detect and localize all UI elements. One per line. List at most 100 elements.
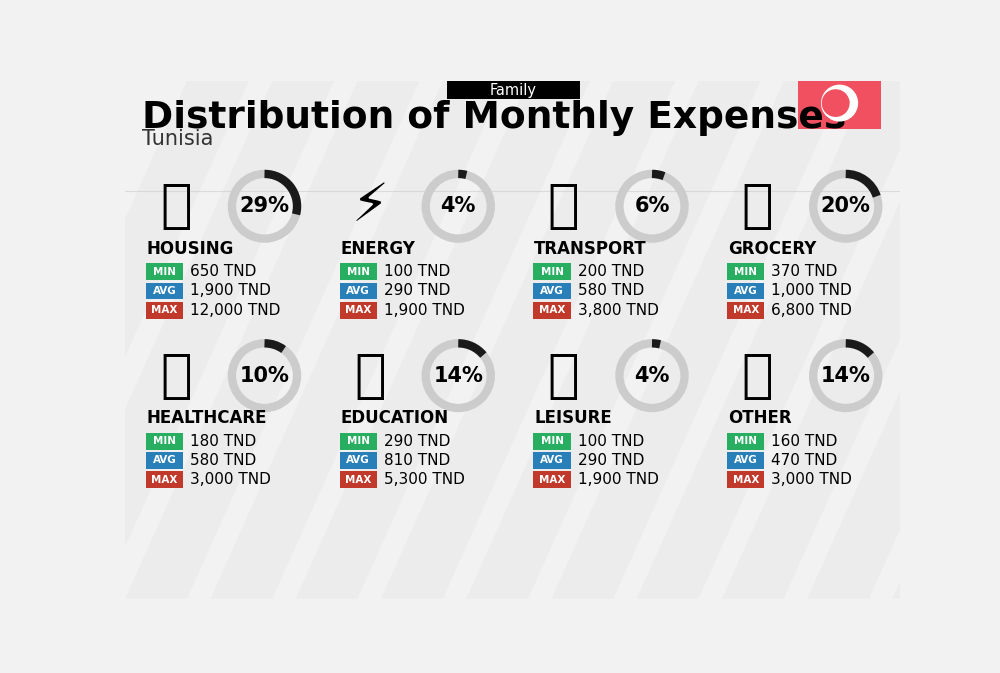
Text: 290 TND: 290 TND <box>578 453 644 468</box>
FancyBboxPatch shape <box>533 452 571 469</box>
Text: AVG: AVG <box>346 286 370 296</box>
FancyBboxPatch shape <box>340 452 377 469</box>
Text: 1,900 TND: 1,900 TND <box>384 303 465 318</box>
FancyBboxPatch shape <box>146 302 183 319</box>
Text: MAX: MAX <box>733 474 759 485</box>
Polygon shape <box>210 81 505 599</box>
FancyBboxPatch shape <box>533 263 571 280</box>
Text: AVG: AVG <box>153 286 176 296</box>
Polygon shape <box>381 81 675 599</box>
Text: 10%: 10% <box>240 365 289 386</box>
Text: 650 TND: 650 TND <box>190 264 256 279</box>
Text: 290 TND: 290 TND <box>384 433 450 449</box>
Text: MIN: MIN <box>153 267 176 277</box>
FancyBboxPatch shape <box>146 452 183 469</box>
Text: AVG: AVG <box>734 456 758 465</box>
FancyBboxPatch shape <box>727 433 764 450</box>
FancyBboxPatch shape <box>340 302 377 319</box>
FancyBboxPatch shape <box>447 81 580 99</box>
Text: MAX: MAX <box>345 474 371 485</box>
Text: 180 TND: 180 TND <box>190 433 256 449</box>
Text: 1,900 TND: 1,900 TND <box>578 472 658 487</box>
Text: ★: ★ <box>839 97 851 110</box>
Text: MIN: MIN <box>734 267 757 277</box>
Text: 12,000 TND: 12,000 TND <box>190 303 280 318</box>
FancyBboxPatch shape <box>727 452 764 469</box>
Polygon shape <box>978 81 1000 599</box>
Polygon shape <box>637 81 931 599</box>
Text: HOUSING: HOUSING <box>147 240 234 258</box>
Text: TRANSPORT: TRANSPORT <box>534 240 647 258</box>
Text: AVG: AVG <box>734 286 758 296</box>
FancyBboxPatch shape <box>533 302 571 319</box>
Text: 14%: 14% <box>821 365 871 386</box>
FancyBboxPatch shape <box>340 433 377 450</box>
Polygon shape <box>892 81 1000 599</box>
Polygon shape <box>466 81 761 599</box>
Text: 3,000 TND: 3,000 TND <box>190 472 271 487</box>
Text: 100 TND: 100 TND <box>578 433 644 449</box>
Text: 20%: 20% <box>821 197 871 216</box>
FancyBboxPatch shape <box>146 263 183 280</box>
Text: LEISURE: LEISURE <box>534 409 612 427</box>
Polygon shape <box>125 81 420 599</box>
Polygon shape <box>40 81 334 599</box>
FancyBboxPatch shape <box>727 471 764 488</box>
Text: 1,000 TND: 1,000 TND <box>771 283 852 298</box>
Text: 6,800 TND: 6,800 TND <box>771 303 852 318</box>
Text: EDUCATION: EDUCATION <box>340 409 449 427</box>
Text: 1,900 TND: 1,900 TND <box>190 283 271 298</box>
Text: 580 TND: 580 TND <box>578 283 644 298</box>
FancyBboxPatch shape <box>727 302 764 319</box>
FancyBboxPatch shape <box>798 77 881 129</box>
Text: HEALTHCARE: HEALTHCARE <box>147 409 267 427</box>
FancyBboxPatch shape <box>533 433 571 450</box>
Text: MIN: MIN <box>541 436 564 446</box>
Text: 370 TND: 370 TND <box>771 264 838 279</box>
Text: ENERGY: ENERGY <box>340 240 415 258</box>
Text: 4%: 4% <box>634 365 670 386</box>
Text: Tunisia: Tunisia <box>142 129 213 149</box>
Text: MAX: MAX <box>539 306 565 315</box>
Polygon shape <box>0 81 249 599</box>
Text: 14%: 14% <box>433 365 483 386</box>
FancyBboxPatch shape <box>340 263 377 280</box>
FancyBboxPatch shape <box>340 283 377 299</box>
Polygon shape <box>722 81 1000 599</box>
Text: 🚌: 🚌 <box>548 180 579 232</box>
Text: 200 TND: 200 TND <box>578 264 644 279</box>
Text: MIN: MIN <box>153 436 176 446</box>
Text: MAX: MAX <box>539 474 565 485</box>
Text: Distribution of Monthly Expenses: Distribution of Monthly Expenses <box>142 100 846 136</box>
Polygon shape <box>296 81 590 599</box>
Text: 29%: 29% <box>240 197 290 216</box>
FancyBboxPatch shape <box>146 433 183 450</box>
FancyBboxPatch shape <box>727 263 764 280</box>
Text: AVG: AVG <box>540 286 564 296</box>
Text: MAX: MAX <box>151 474 178 485</box>
Text: 🫀: 🫀 <box>160 350 192 402</box>
FancyBboxPatch shape <box>146 283 183 299</box>
FancyBboxPatch shape <box>727 283 764 299</box>
Polygon shape <box>551 81 846 599</box>
Text: OTHER: OTHER <box>728 409 792 427</box>
Text: 🏢: 🏢 <box>160 180 192 232</box>
Text: AVG: AVG <box>540 456 564 465</box>
Text: 580 TND: 580 TND <box>190 453 256 468</box>
Polygon shape <box>807 81 1000 599</box>
Text: 810 TND: 810 TND <box>384 453 450 468</box>
Circle shape <box>822 90 850 117</box>
Text: ⚡: ⚡ <box>351 180 388 232</box>
Text: MAX: MAX <box>345 306 371 315</box>
Text: 🎓: 🎓 <box>354 350 386 402</box>
Text: GROCERY: GROCERY <box>728 240 816 258</box>
Text: 🛍: 🛍 <box>548 350 579 402</box>
Text: 6%: 6% <box>634 197 670 216</box>
Text: 3,000 TND: 3,000 TND <box>771 472 852 487</box>
FancyBboxPatch shape <box>340 471 377 488</box>
Text: 4%: 4% <box>441 197 476 216</box>
Circle shape <box>821 85 858 122</box>
Text: MAX: MAX <box>733 306 759 315</box>
FancyBboxPatch shape <box>533 471 571 488</box>
Text: MAX: MAX <box>151 306 178 315</box>
